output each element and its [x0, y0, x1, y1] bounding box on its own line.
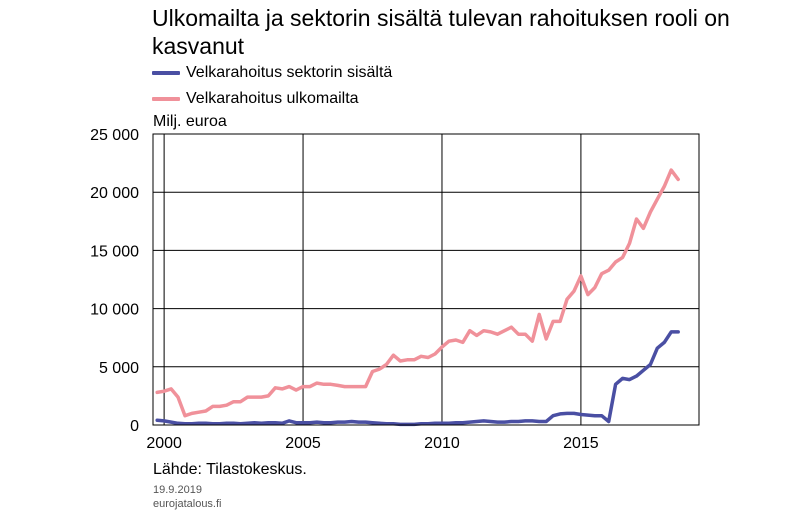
series-lines: [155, 168, 680, 427]
legend-item-internal: Velkarahoitus sektorin sisältä: [152, 60, 392, 86]
publish-date: 19.9.2019: [153, 484, 202, 496]
y-tick-label: 10 000: [90, 302, 139, 319]
y-tick-label: 15 000: [90, 243, 139, 260]
plot-frame: [152, 133, 700, 426]
y-tick-label: 5 000: [99, 360, 139, 377]
y-tick-label: 20 000: [90, 185, 139, 202]
legend-swatch-foreign: [152, 97, 180, 101]
y-tick-label: 25 000: [90, 127, 139, 144]
x-tick-label: 2015: [563, 435, 599, 452]
site-name: eurojatalous.fi: [153, 498, 222, 510]
y-tick-label: 0: [130, 418, 139, 435]
legend-item-foreign: Velkarahoitus ulkomailta: [152, 86, 392, 112]
tick-labels: 0 5 000 10 000 15 000 20 000 25 000 2000 2005 20…: [90, 127, 599, 452]
chart-title: Ulkomailta ja sektorin sisältä tulevan r…: [152, 5, 730, 59]
source-note: Lähde: Tilastokeskus.: [153, 461, 307, 478]
x-tick-label: 2005: [285, 435, 321, 452]
legend: Velkarahoitus sektorin sisältä Velkaraho…: [152, 60, 392, 112]
x-tick-label: 2010: [424, 435, 460, 452]
legend-swatch-internal: [152, 71, 180, 75]
legend-label-foreign: Velkarahoitus ulkomailta: [186, 90, 359, 107]
y-axis-unit-label: Milj. euroa: [153, 113, 227, 130]
series-line-foreign: [155, 168, 680, 418]
x-tick-label: 2000: [146, 435, 182, 452]
series-line-internal: [155, 330, 680, 427]
legend-label-internal: Velkarahoitus sektorin sisältä: [186, 64, 393, 81]
